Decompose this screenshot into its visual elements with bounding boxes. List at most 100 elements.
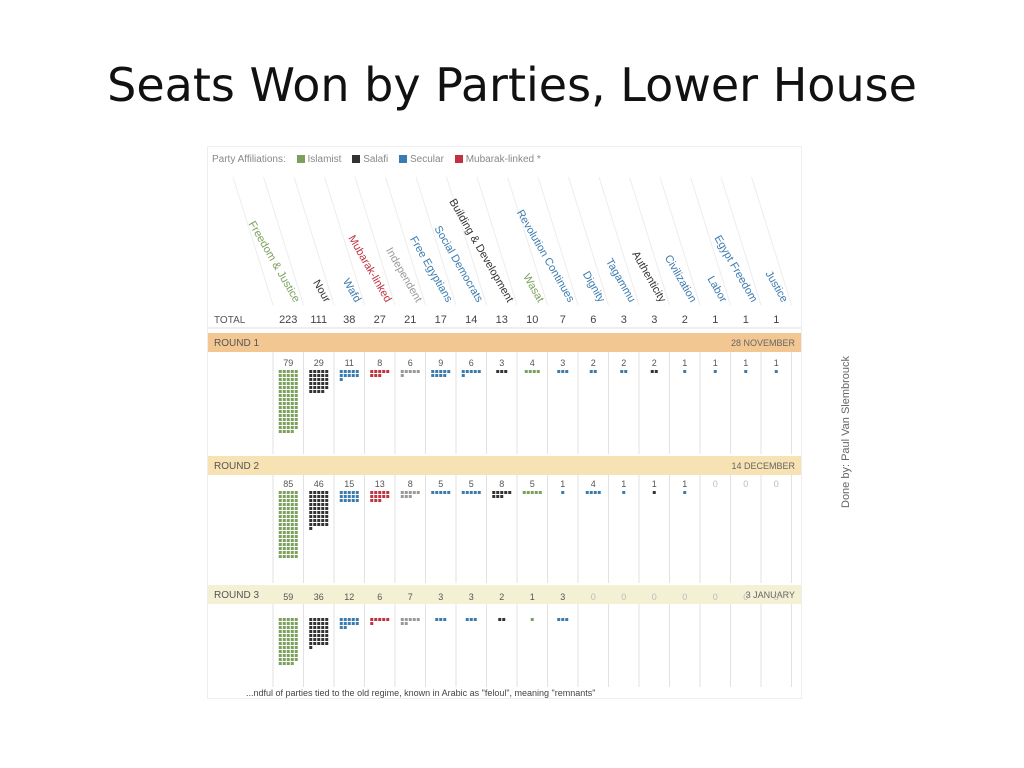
round3-date: 3 JANUARY xyxy=(746,590,795,600)
seat-square xyxy=(309,386,313,389)
round1-value-building-development: 3 xyxy=(499,358,504,368)
seat-square xyxy=(620,370,624,373)
seat-square xyxy=(290,370,294,373)
seat-square xyxy=(325,374,329,377)
seat-square xyxy=(313,519,317,522)
seat-square xyxy=(400,618,404,621)
seat-square xyxy=(347,622,351,625)
seat-square xyxy=(355,622,359,625)
seat-square xyxy=(309,499,313,502)
seat-square xyxy=(321,638,325,641)
seat-square xyxy=(565,370,569,373)
seat-square xyxy=(278,507,282,510)
seat-square xyxy=(313,491,317,494)
seat-square xyxy=(294,499,298,502)
seat-square xyxy=(325,491,329,494)
round1-squares-wasat xyxy=(524,370,540,373)
seat-square xyxy=(502,618,506,621)
round2-squares-tagammu xyxy=(622,491,626,494)
seat-square xyxy=(408,618,412,621)
seat-square xyxy=(294,626,298,629)
seat-square xyxy=(343,499,347,502)
seat-square xyxy=(294,378,298,381)
seat-square xyxy=(278,402,282,405)
seat-square xyxy=(339,378,343,381)
seat-square xyxy=(496,495,500,498)
seat-square xyxy=(309,503,313,506)
total-value-authenticity: 3 xyxy=(651,314,657,326)
seat-square xyxy=(404,495,408,498)
header-guide-line xyxy=(415,176,457,306)
total-value-independent: 21 xyxy=(404,314,416,326)
seat-square xyxy=(355,618,359,621)
seat-square xyxy=(400,370,404,373)
seat-square xyxy=(504,370,508,373)
seat-square xyxy=(313,378,317,381)
seat-square xyxy=(412,618,416,621)
seat-square xyxy=(355,491,359,494)
seat-square xyxy=(622,491,626,494)
seat-square xyxy=(294,535,298,538)
seat-square xyxy=(286,658,290,661)
seat-square xyxy=(317,642,321,645)
seat-square xyxy=(469,370,473,373)
seat-square xyxy=(412,370,416,373)
seat-square xyxy=(286,406,290,409)
round2-squares-civilization xyxy=(683,491,687,494)
seat-square xyxy=(286,531,290,534)
seat-square xyxy=(278,394,282,397)
seat-square xyxy=(290,511,294,514)
seat-square xyxy=(378,618,382,621)
seat-square xyxy=(294,398,298,401)
seat-square xyxy=(282,519,286,522)
seat-square xyxy=(278,515,282,518)
seat-square xyxy=(374,499,378,502)
seat-square xyxy=(286,519,290,522)
round1-squares-wafd xyxy=(339,370,359,381)
seat-square xyxy=(286,654,290,657)
seat-square xyxy=(400,495,404,498)
seat-square xyxy=(557,618,561,621)
seat-square xyxy=(532,370,536,373)
round1-squares-authenticity xyxy=(650,370,658,373)
header-guide-line xyxy=(385,176,426,306)
seat-square xyxy=(461,491,465,494)
seat-square xyxy=(347,491,351,494)
category-label-freedom-justice: Freedom & Justice xyxy=(246,219,302,304)
round1-squares-nour xyxy=(309,370,329,393)
round1-value-independent: 6 xyxy=(408,358,413,368)
seat-square xyxy=(461,370,465,373)
round3-value-revolution-continues: 3 xyxy=(560,592,565,602)
round2-squares-authenticity xyxy=(652,491,656,494)
seat-square xyxy=(339,626,343,629)
round3-value-wafd: 12 xyxy=(344,592,354,602)
category-label-wafd: Wafd xyxy=(340,277,363,305)
seat-square xyxy=(294,495,298,498)
round1-value-civilization: 1 xyxy=(682,358,687,368)
seat-square xyxy=(278,547,282,550)
round3-squares-mubarak-linked xyxy=(370,618,390,625)
seat-square xyxy=(313,523,317,526)
seat-square xyxy=(317,382,321,385)
seat-square xyxy=(294,618,298,621)
legend-swatch-mubarak-linked xyxy=(454,155,463,163)
seat-square xyxy=(290,642,294,645)
seat-square xyxy=(282,426,286,429)
seat-square xyxy=(530,618,534,621)
seat-square xyxy=(286,543,290,546)
seat-square xyxy=(435,370,439,373)
seat-square xyxy=(290,394,294,397)
round2-value-building-development: 8 xyxy=(499,479,504,489)
seat-square xyxy=(500,495,504,498)
seat-square xyxy=(309,626,313,629)
category-label-revolution-continues: Revolution Continues xyxy=(514,208,577,305)
round2-name: ROUND 2 xyxy=(214,461,259,472)
seat-square xyxy=(522,491,526,494)
seat-square xyxy=(290,414,294,417)
seat-square xyxy=(435,491,439,494)
header-guide-line xyxy=(720,176,762,306)
seat-square xyxy=(282,547,286,550)
header-guide-line xyxy=(751,176,792,306)
seat-square xyxy=(282,370,286,373)
seat-square xyxy=(282,658,286,661)
